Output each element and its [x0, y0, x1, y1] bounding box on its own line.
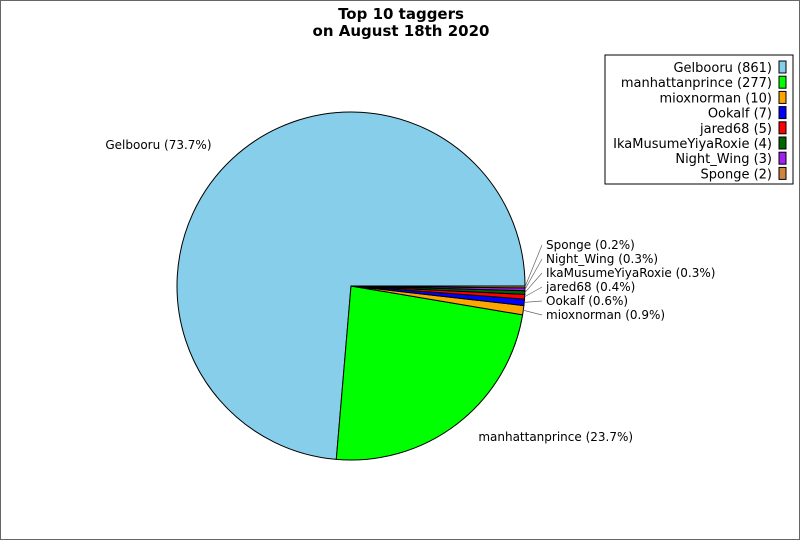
chart-title-line-1: Top 10 taggers	[338, 5, 464, 23]
legend-swatch-jared68	[778, 121, 787, 135]
legend-label-jared68: jared68 (5)	[699, 122, 772, 137]
leader-line-IkaMusumeYiyaRoxie	[524, 272, 543, 293]
slice-label-Gelbooru: Gelbooru (73.7%)	[105, 138, 211, 152]
chart-title-line-2: on August 18th 2020	[313, 22, 490, 40]
legend-swatch-Sponge	[778, 166, 787, 180]
slice-label-Night_Wing: Night_Wing (0.3%)	[546, 252, 658, 266]
legend-swatch-manhattanprince	[778, 75, 787, 89]
leader-line-Ookalf	[524, 300, 543, 303]
slice-label-jared68: jared68 (0.4%)	[545, 280, 635, 294]
slice-label-mioxnorman: mioxnorman (0.9%)	[546, 308, 665, 322]
legend-swatch-Night_Wing	[778, 151, 787, 165]
slice-label-IkaMusumeYiyaRoxie: IkaMusumeYiyaRoxie (0.3%)	[546, 266, 715, 280]
leader-line-Night_Wing	[524, 258, 543, 290]
legend-label-Ookalf: Ookalf (7)	[708, 107, 772, 122]
legend-swatch-Ookalf	[778, 106, 787, 120]
leader-line-jared68	[524, 286, 543, 298]
leader-line-mioxnorman	[523, 309, 543, 316]
legend-swatch-mioxnorman	[778, 90, 787, 104]
legend-swatch-Gelbooru	[778, 60, 787, 74]
legend-label-manhattanprince: manhattanprince (277)	[621, 76, 772, 91]
legend-swatch-IkaMusumeYiyaRoxie	[778, 136, 787, 150]
pie-slice-manhattanprince	[335, 285, 524, 461]
legend-label-Night_Wing: Night_Wing (3)	[675, 152, 772, 167]
slice-label-Sponge: Sponge (0.2%)	[546, 238, 635, 252]
legend-label-Gelbooru: Gelbooru (861)	[673, 61, 772, 76]
legend-box	[604, 54, 794, 185]
slice-label-Ookalf: Ookalf (0.6%)	[546, 294, 628, 308]
legend: Gelbooru (861)manhattanprince (277)mioxn…	[604, 54, 794, 185]
legend-label-Sponge: Sponge (2)	[701, 167, 773, 182]
leader-line-Sponge	[524, 244, 543, 288]
legend-label-IkaMusumeYiyaRoxie: IkaMusumeYiyaRoxie (4)	[613, 137, 772, 152]
slice-label-manhattanprince: manhattanprince (23.7%)	[478, 430, 633, 444]
legend-label-mioxnorman: mioxnorman (10)	[659, 91, 772, 106]
